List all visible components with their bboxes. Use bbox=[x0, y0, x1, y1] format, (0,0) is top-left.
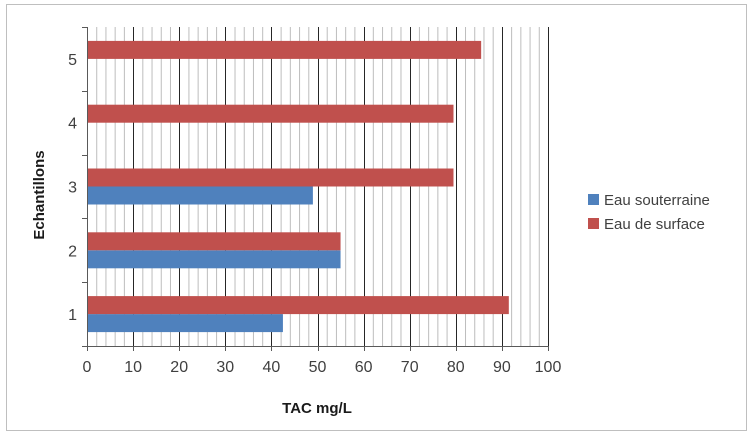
legend-label-eau-de-surface: Eau de surface bbox=[604, 216, 705, 233]
y-tick-labels: 1 2 3 4 5 bbox=[68, 52, 77, 324]
bar-eau-de-surface-4 bbox=[87, 104, 454, 123]
x-tick-label: 40 bbox=[263, 359, 281, 376]
x-tick-label: 100 bbox=[535, 359, 562, 376]
legend-swatch-eau-souterraine bbox=[588, 194, 599, 205]
bar-eau-de-surface-5 bbox=[87, 40, 482, 59]
y-tick-label: 2 bbox=[68, 243, 77, 260]
x-tick-label: 30 bbox=[216, 359, 234, 376]
y-tick-label: 1 bbox=[68, 307, 77, 324]
y-tick-label: 3 bbox=[68, 180, 77, 197]
y-axis-title: Echantillons bbox=[31, 150, 48, 239]
x-tick-label: 80 bbox=[447, 359, 465, 376]
y-tick-label: 5 bbox=[68, 52, 77, 69]
x-axis-title: TAC mg/L bbox=[282, 400, 352, 417]
x-tick-labels: 0 10 20 30 40 50 60 70 80 90 100 bbox=[83, 359, 562, 376]
bar-chart: 0 10 20 30 40 50 60 70 80 90 100 1 2 3 4 5 TAC mg/L Ec… bbox=[31, 27, 710, 417]
bars bbox=[87, 40, 509, 333]
legend-swatch-eau-de-surface bbox=[588, 218, 599, 229]
bar-eau-de-surface-1 bbox=[87, 296, 509, 315]
x-tick-label: 20 bbox=[170, 359, 188, 376]
bar-eau-de-surface-3 bbox=[87, 168, 454, 187]
axes bbox=[82, 27, 549, 351]
bar-eau-souterraine-3 bbox=[87, 186, 313, 205]
y-tick-label: 4 bbox=[68, 116, 77, 133]
bar-eau-souterraine-2 bbox=[87, 250, 341, 269]
bar-eau-souterraine-1 bbox=[87, 314, 283, 333]
x-tick-label: 70 bbox=[401, 359, 419, 376]
legend-label-eau-souterraine: Eau souterraine bbox=[604, 192, 710, 209]
chart-frame: 0 10 20 30 40 50 60 70 80 90 100 1 2 3 4 5 TAC mg/L Ec… bbox=[6, 4, 747, 431]
legend: Eau souterraine Eau de surface bbox=[588, 192, 710, 233]
x-tick-label: 10 bbox=[124, 359, 142, 376]
x-tick-label: 90 bbox=[493, 359, 511, 376]
x-tick-label: 50 bbox=[309, 359, 327, 376]
bar-eau-de-surface-2 bbox=[87, 232, 341, 251]
x-tick-label: 60 bbox=[355, 359, 373, 376]
x-tick-label: 0 bbox=[83, 359, 92, 376]
